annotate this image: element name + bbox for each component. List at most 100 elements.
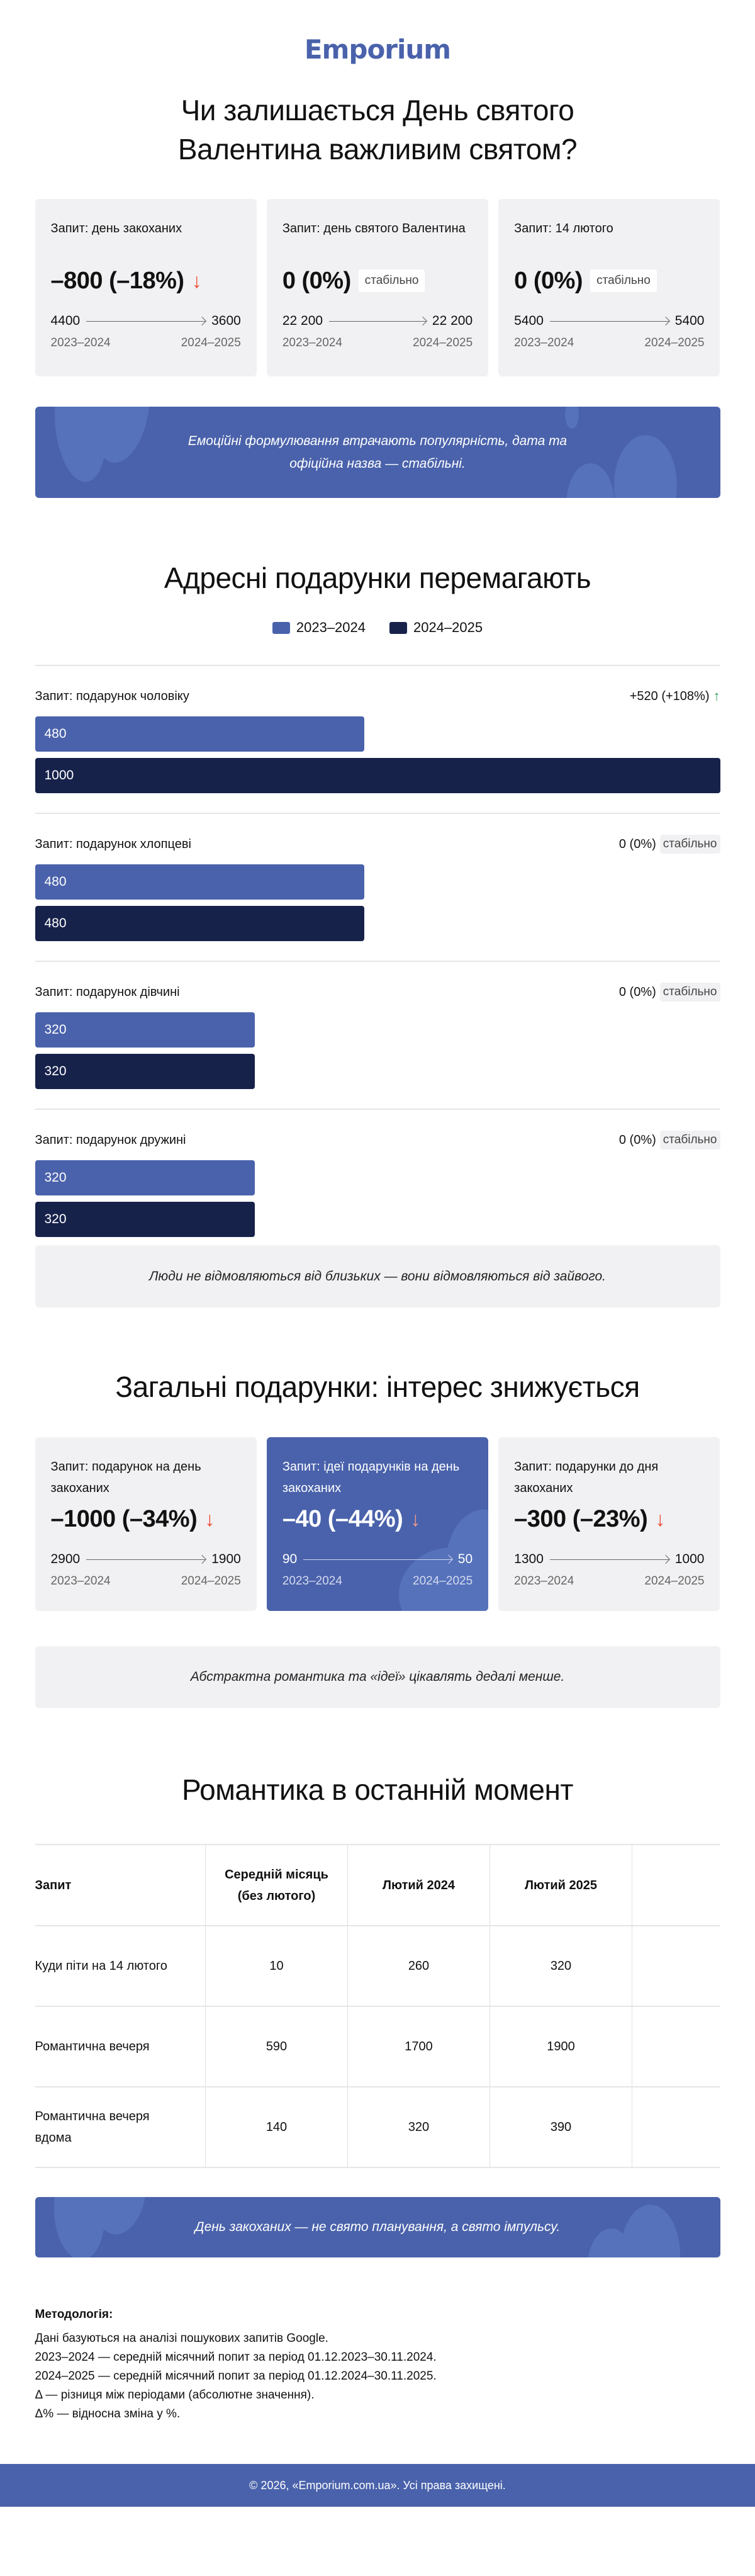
banner-text: День закоханих — не свято планування, а … [194,2220,561,2234]
section-title: Адресні подарунки перемагають [164,562,591,594]
arrow-right-icon [549,320,669,322]
cell-feb-2025: 320 [489,1925,632,2007]
legend-item: 2024–2025 [389,619,483,636]
page-title: Чи залишається День святого Валентина ва… [177,94,578,166]
bar-value: 480 [44,874,67,889]
table-row: Романтична вечеря вдома 140 320 390 ×2,8 [35,2086,720,2168]
bar-chart: Запит: подарунок чоловіку +520 (+108%) ↑… [35,665,720,1257]
col-header: Запит [35,1844,206,1926]
cell-feb-2024: 1700 [347,2006,490,2087]
methodology-line: 2023–2024 — середній місячний попит за п… [35,2351,437,2364]
emporium-logo[interactable]: Emporium [304,34,451,65]
to-year: 2024–2025 [644,336,705,349]
cell-feb-2025: 390 [489,2086,632,2168]
chart-group: Запит: подарунок дружині 0 (0%) стабільн… [35,1109,720,1257]
to-year: 2024–2025 [644,1574,705,1588]
header: Emporium [35,0,720,68]
arrow-down-icon: ↓ [204,1508,215,1530]
copyright-text: © 2026, «Emporium.com.ua». Усі права зах… [249,2478,506,2492]
card-label: Запит: день закоханих [50,222,182,235]
stat-card: Запит: 14 лютого 0 (0%) стабільно 5400 5… [498,199,720,376]
bar-2023-2024: 320 [35,1012,255,1048]
from-value: 90 [282,1552,298,1566]
chart-group: Запит: подарунок хлопцеві 0 (0%) стабіль… [35,813,720,961]
cell-peak: ×32 [632,1925,720,2007]
group-delta: 0 (0%) [618,1133,656,1147]
legend-label: 2024–2025 [413,619,483,635]
card-value: –40 (–44%) [282,1506,403,1532]
stat-card: Запит: подарунок на день закоханих –1000… [35,1437,257,1611]
bar-2024-2025: 320 [35,1054,255,1089]
cell-query: Романтична вечеря вдома [35,2086,206,2168]
arrow-right-icon [86,1559,206,1560]
from-value: 22 200 [282,314,323,328]
methodology-title: Методологія: [35,2308,113,2321]
footer: © 2026, «Emporium.com.ua». Усі права зах… [0,2464,755,2507]
arrow-down-icon: ↓ [655,1508,666,1530]
methodology-line: Δ% — відносна зміна у %. [35,2407,181,2421]
bar-value: 320 [44,1170,67,1185]
bar-value: 480 [44,726,67,741]
group-label: Запит: подарунок хлопцеві [35,837,191,851]
from-year: 2023–2024 [514,336,574,349]
quote-box: Люди не відмовляються від близьких — вон… [35,1245,720,1308]
cell-peak: ×3,2 [632,2006,720,2087]
from-value: 1300 [514,1552,544,1566]
arrow-right-icon [329,320,426,322]
stable-badge: стабільно [358,269,425,292]
bar-2024-2025: 480 [35,906,364,941]
group-delta: 0 (0%) [618,985,656,999]
to-value: 22 200 [432,314,473,328]
from-year: 2023–2024 [50,1574,111,1588]
to-value: 1900 [211,1552,241,1566]
methodology: Методологія: Дані базуються на аналізі п… [35,2305,720,2424]
table-scroll-container[interactable]: Запит Середній місяць (без лютого) Лютий… [35,1844,720,2168]
col-header: Лютий 2024 [347,1844,490,1926]
to-year: 2024–2025 [413,336,473,349]
insight-banner: Емоційні формулювання втрачають популярн… [35,407,720,498]
stable-badge: стабільно [659,983,720,1002]
hero-stat-cards: Запит: день закоханих –800 (–18%) ↓ 4400… [35,199,720,376]
methodology-line: Δ — різниця між періодами (абсолютне зна… [35,2388,315,2402]
card-label: Запит: подарунок на день закоханих [50,1460,201,1495]
stat-card-highlighted: Запит: ідеї подарунків на день закоханих… [266,1437,489,1611]
banner-text: Емоційні формулювання втрачають популярн… [187,433,568,471]
bar-value: 320 [44,1212,67,1226]
from-year: 2023–2024 [282,1574,342,1588]
group-delta: 0 (0%) [618,837,656,851]
col-header: Середній місяць (без лютого) [205,1844,348,1926]
cell-avg: 590 [205,2006,348,2087]
col-header: Пік [632,1844,720,1926]
quote-text: Абстрактна романтика та «ідеї» цікавлять… [190,1669,565,1684]
general-stat-cards: Запит: подарунок на день закоханих –1000… [35,1437,720,1611]
from-year: 2023–2024 [50,336,111,349]
legend-swatch [272,621,290,634]
to-year: 2024–2025 [413,1574,473,1588]
demand-table: Запит Середній місяць (без лютого) Лютий… [35,1844,720,2168]
bar-value: 320 [44,1022,67,1037]
card-value: –1000 (–34%) [50,1506,198,1532]
bar-2024-2025: 320 [35,1202,255,1237]
arrow-right-icon [86,320,206,322]
arrow-down-icon: ↓ [191,269,202,292]
stable-badge: стабільно [590,269,657,292]
stable-badge: стабільно [659,1131,720,1150]
stable-badge: стабільно [659,835,720,854]
bar-value: 480 [44,916,67,930]
legend-swatch [389,621,407,634]
chart-group: Запит: подарунок чоловіку +520 (+108%) ↑… [35,665,720,813]
card-label: Запит: день святого Валентина [282,222,466,235]
methodology-line: 2024–2025 — середній місячний попит за п… [35,2370,437,2383]
col-header: Лютий 2025 [489,1844,632,1926]
card-value: 0 (0%) [514,268,583,294]
from-year: 2023–2024 [282,336,342,349]
arrow-right-icon [303,1559,452,1560]
group-label: Запит: подарунок дружині [35,1133,186,1147]
group-label: Запит: подарунок дівчині [35,985,180,999]
to-value: 1000 [674,1552,705,1566]
from-value: 4400 [50,314,81,328]
insight-banner: День закоханих — не свято планування, а … [35,2197,720,2257]
cell-avg: 140 [205,2086,348,2168]
arrow-up-icon: ↑ [713,688,720,704]
cell-feb-2024: 260 [347,1925,490,2007]
